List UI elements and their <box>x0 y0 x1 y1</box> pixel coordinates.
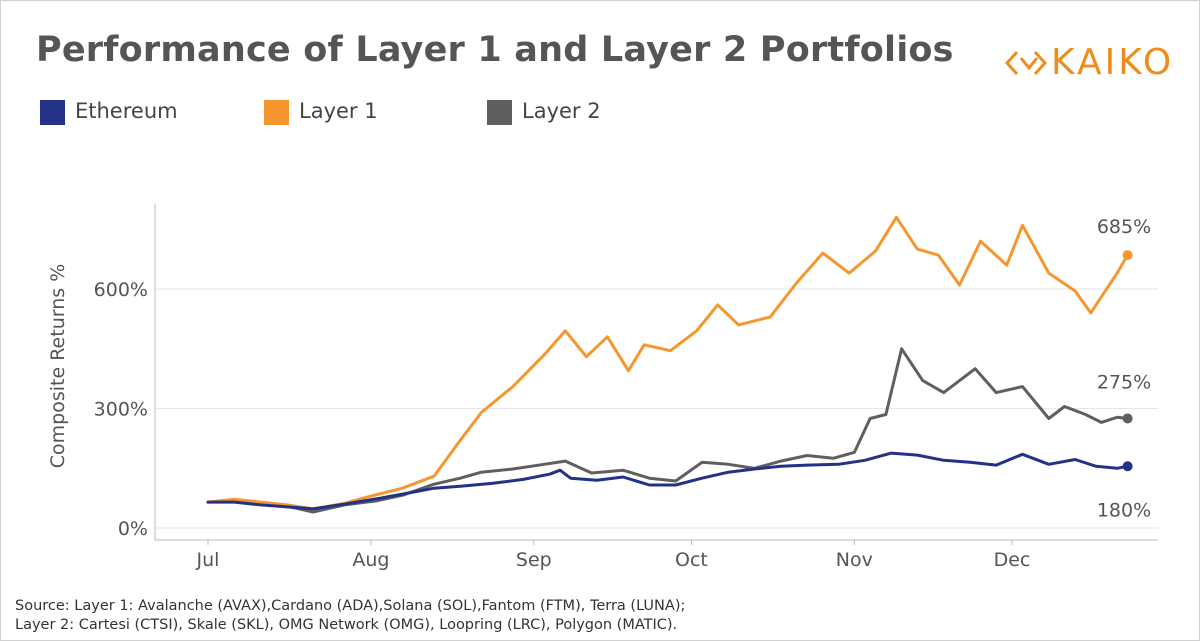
x-tick-label: Jul <box>196 549 220 571</box>
x-tick-label: Nov <box>836 549 873 571</box>
x-tick-label: Dec <box>994 549 1031 571</box>
end-value-label: 685% <box>1097 216 1151 238</box>
y-axis-title: Composite Returns % <box>47 264 69 468</box>
source-note: Source: Layer 1: Avalanche (AVAX),Cardan… <box>15 597 685 635</box>
kaiko-logo: KAIKO <box>1003 40 1193 86</box>
legend-label: Ethereum <box>75 99 178 123</box>
x-tick-label: Oct <box>675 549 708 571</box>
source-line-2: Layer 2: Cartesi (CTSI), Skale (SKL), OM… <box>15 617 678 633</box>
logo-text: KAIKO <box>1051 42 1175 83</box>
series-line-layer-1 <box>206 215 1130 511</box>
source-line-1: Source: Layer 1: Avalanche (AVAX),Cardan… <box>15 598 686 614</box>
series-end-point <box>1122 461 1133 472</box>
series-end-point <box>1122 250 1133 261</box>
kaiko-logo-icon <box>1004 50 1048 76</box>
y-tick-label: 600% <box>94 279 148 301</box>
legend-label: Layer 1 <box>299 99 378 123</box>
end-value-label: 275% <box>1097 371 1151 393</box>
series-end-point <box>1122 413 1133 424</box>
legend-swatch <box>40 100 65 125</box>
x-tick-label: Aug <box>352 549 389 571</box>
end-value-label: 180% <box>1097 499 1151 521</box>
legend-swatch <box>487 100 512 125</box>
legend-label: Layer 2 <box>522 99 601 123</box>
x-tick-label: Sep <box>516 549 552 571</box>
chart-title: Performance of Layer 1 and Layer 2 Portf… <box>36 30 954 70</box>
legend-swatch <box>264 100 289 125</box>
y-tick-label: 300% <box>94 399 148 421</box>
series-line-layer-2 <box>206 347 1130 514</box>
y-tick-label: 0% <box>118 518 148 540</box>
series-line-ethereum <box>206 451 1130 511</box>
